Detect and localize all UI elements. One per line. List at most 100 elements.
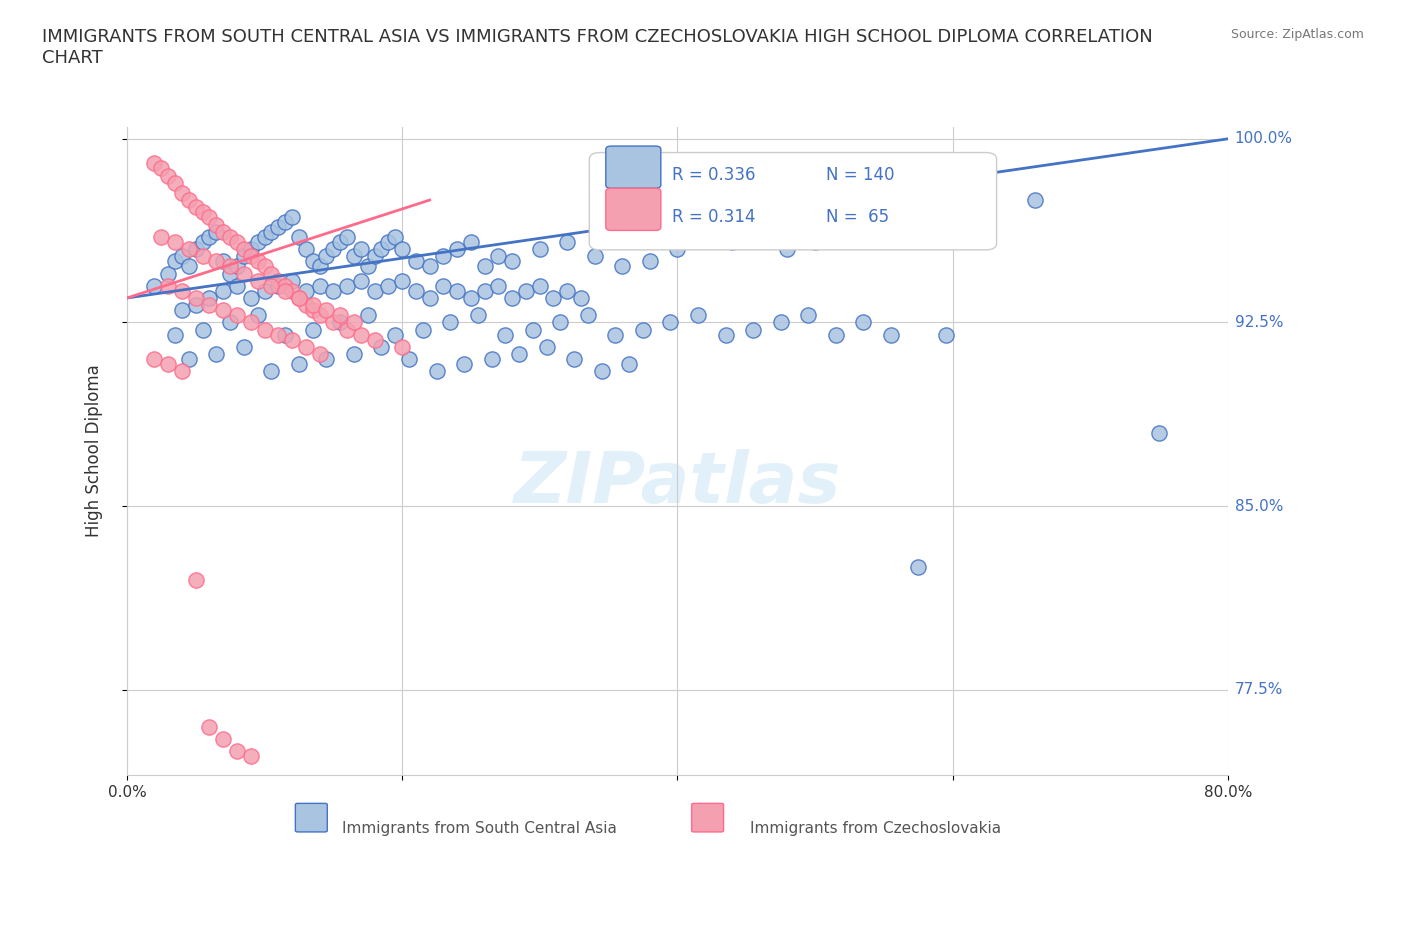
- Point: [555, 284, 578, 299]
- Point: [165, 234, 187, 249]
- Point: [260, 266, 283, 281]
- Point: [370, 339, 392, 354]
- Point: [294, 284, 316, 299]
- Point: [357, 259, 380, 273]
- Point: [150, 161, 173, 176]
- Point: [288, 230, 311, 245]
- Point: [583, 249, 606, 264]
- FancyBboxPatch shape: [295, 804, 328, 832]
- Point: [446, 242, 468, 257]
- Point: [205, 347, 228, 362]
- Point: [253, 284, 276, 299]
- Point: [212, 284, 235, 299]
- Point: [439, 315, 461, 330]
- Point: [617, 357, 640, 372]
- FancyBboxPatch shape: [589, 153, 997, 250]
- Point: [481, 352, 503, 366]
- Point: [301, 323, 323, 338]
- Point: [198, 719, 221, 734]
- Point: [232, 242, 254, 257]
- Point: [165, 254, 187, 269]
- Point: [714, 327, 737, 342]
- Point: [212, 254, 235, 269]
- Point: [363, 332, 385, 347]
- Point: [143, 156, 166, 171]
- Point: [308, 308, 330, 323]
- Point: [267, 278, 290, 293]
- Point: [274, 284, 297, 299]
- FancyBboxPatch shape: [692, 804, 724, 832]
- Point: [748, 224, 770, 239]
- Point: [239, 749, 262, 764]
- Point: [591, 364, 613, 379]
- Point: [165, 176, 187, 191]
- Point: [446, 284, 468, 299]
- Point: [460, 290, 482, 305]
- Point: [246, 273, 269, 288]
- Point: [281, 210, 304, 225]
- Point: [198, 230, 221, 245]
- Point: [962, 230, 984, 245]
- Point: [322, 284, 344, 299]
- Text: Immigrants from Czechoslovakia: Immigrants from Czechoslovakia: [749, 821, 1001, 836]
- Point: [1024, 193, 1046, 207]
- Point: [550, 315, 572, 330]
- Point: [177, 193, 200, 207]
- Text: ZIPatlas: ZIPatlas: [513, 449, 841, 518]
- Point: [170, 284, 193, 299]
- Point: [693, 230, 716, 245]
- Point: [191, 205, 214, 219]
- Point: [350, 273, 373, 288]
- FancyBboxPatch shape: [606, 146, 661, 188]
- Point: [288, 290, 311, 305]
- Point: [797, 308, 820, 323]
- Point: [157, 168, 180, 183]
- Point: [184, 572, 207, 587]
- Point: [329, 315, 352, 330]
- Point: [336, 278, 359, 293]
- Point: [191, 234, 214, 249]
- Point: [267, 273, 290, 288]
- Text: R = 0.336: R = 0.336: [672, 166, 755, 183]
- Point: [377, 278, 399, 293]
- Point: [301, 298, 323, 312]
- Point: [501, 254, 523, 269]
- Point: [232, 249, 254, 264]
- Point: [253, 230, 276, 245]
- Point: [274, 327, 297, 342]
- Point: [343, 249, 366, 264]
- Point: [343, 315, 366, 330]
- Point: [308, 259, 330, 273]
- Text: IMMIGRANTS FROM SOUTH CENTRAL ASIA VS IMMIGRANTS FROM CZECHOSLOVAKIA HIGH SCHOOL: IMMIGRANTS FROM SOUTH CENTRAL ASIA VS IM…: [42, 28, 1153, 67]
- Text: 77.5%: 77.5%: [1234, 683, 1284, 698]
- Point: [150, 230, 173, 245]
- Point: [239, 290, 262, 305]
- Point: [363, 249, 385, 264]
- Point: [377, 234, 399, 249]
- Point: [322, 242, 344, 257]
- Point: [232, 266, 254, 281]
- Point: [198, 290, 221, 305]
- Point: [419, 259, 441, 273]
- Point: [467, 308, 489, 323]
- Point: [267, 327, 290, 342]
- Point: [288, 357, 311, 372]
- Point: [288, 290, 311, 305]
- Point: [205, 217, 228, 232]
- Point: [308, 278, 330, 293]
- Point: [969, 205, 991, 219]
- Point: [143, 278, 166, 293]
- Text: N =  65: N = 65: [825, 207, 889, 226]
- Point: [239, 315, 262, 330]
- Point: [405, 284, 427, 299]
- Point: [177, 352, 200, 366]
- Point: [405, 254, 427, 269]
- Point: [226, 259, 249, 273]
- Point: [281, 284, 304, 299]
- Point: [522, 323, 544, 338]
- Point: [226, 234, 249, 249]
- Point: [742, 323, 765, 338]
- Point: [852, 315, 875, 330]
- Point: [350, 242, 373, 257]
- Point: [157, 278, 180, 293]
